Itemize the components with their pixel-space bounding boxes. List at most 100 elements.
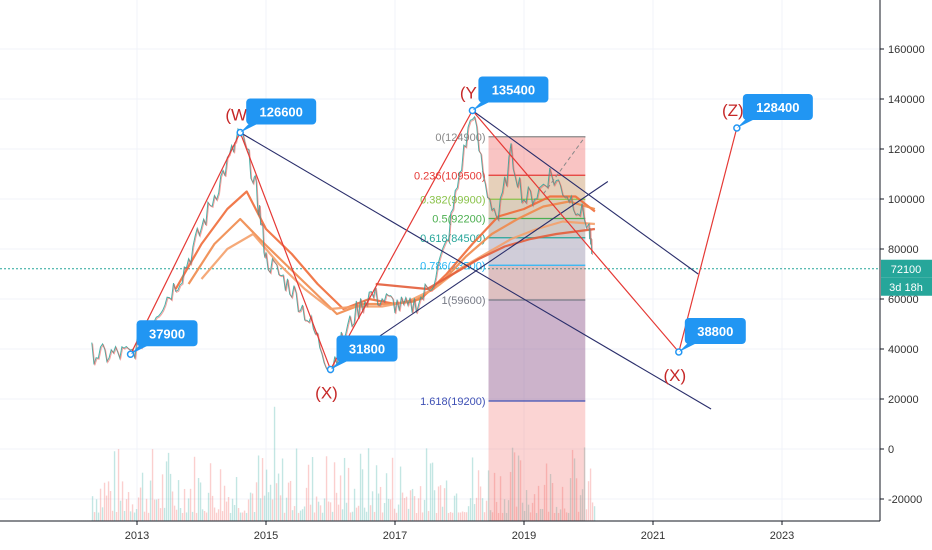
callout-box[interactable] (478, 76, 549, 103)
volume-bar (467, 506, 470, 521)
y-tick-label: 80000 (888, 244, 919, 256)
x-tick-label: 2023 (770, 530, 794, 542)
wave-label: (Z) (722, 101, 744, 120)
volume-bar (523, 510, 526, 521)
volume-bar (579, 495, 582, 521)
volume-bar (197, 478, 200, 521)
volume-bar (517, 455, 520, 521)
fib-level-label: 1(59600) (441, 295, 485, 307)
volume-bar (459, 512, 462, 521)
volume-bar (529, 512, 532, 521)
volume-bar (353, 488, 356, 521)
y-tick-label: -20000 (888, 494, 922, 506)
volume-bar (483, 512, 486, 521)
volume-bar (311, 457, 314, 521)
volume-bar (591, 502, 594, 521)
volume-bar (295, 448, 298, 521)
volume-bar (227, 497, 230, 521)
callout-box[interactable] (136, 320, 198, 347)
callout-box[interactable] (742, 94, 813, 120)
volume-bar (367, 448, 370, 521)
pivot-callouts[interactable]: 37900 (W 126600 (X) 31800 (Y 135400 (X) 38800 (Z)… (126, 76, 813, 403)
callout-box[interactable] (246, 98, 317, 125)
volume-bar (581, 489, 584, 521)
y-tick-label: 40000 (888, 344, 919, 356)
callout-label: 37900 (149, 326, 185, 341)
volume-bar (289, 480, 292, 521)
callout-pointer (240, 122, 261, 133)
volume-bar (317, 501, 320, 521)
volume-bar (455, 493, 458, 521)
volume-bar (141, 472, 144, 521)
y-tick-label: 20000 (888, 394, 919, 406)
volume-bar (229, 512, 232, 521)
volume-bar (551, 483, 554, 521)
callout-box[interactable] (336, 335, 398, 362)
volume-bar (309, 504, 312, 521)
volume-bar (511, 447, 514, 521)
volume-bar (391, 457, 394, 521)
volume-bar (443, 488, 446, 521)
volume-bar (557, 512, 560, 521)
x-tick-label: 2013 (125, 530, 149, 542)
volume-bar (209, 463, 212, 521)
volume-bar (463, 512, 466, 521)
volume-bar (277, 473, 280, 521)
callout-box[interactable] (684, 318, 746, 344)
volume-bar (199, 482, 202, 521)
volume-bar (127, 492, 130, 521)
volume-bar (107, 481, 110, 521)
volume-bar (305, 487, 308, 521)
volume-bar (585, 509, 588, 521)
volume-bar (193, 456, 196, 521)
volume-bar (333, 462, 336, 521)
volume-bar (201, 509, 204, 521)
wave-label: (W (225, 106, 247, 125)
volume-bar (543, 484, 546, 521)
volume-bar (287, 482, 290, 521)
volume-bar (135, 509, 138, 521)
volume-bar (95, 499, 98, 521)
volume-bar (491, 512, 494, 521)
volume-bar (175, 509, 178, 521)
volume-bar (243, 510, 246, 521)
volume-bar (265, 469, 268, 521)
volume-bar (323, 498, 326, 521)
volume-bar (441, 506, 444, 521)
volume-bar (123, 510, 126, 521)
volume-bar (339, 475, 342, 521)
volume-bar (451, 512, 454, 521)
volume-bar (541, 508, 544, 521)
volume-bar (357, 505, 360, 521)
volume-bar (469, 498, 472, 521)
volume-bar (555, 506, 558, 521)
fib-retracement[interactable]: 0(124900) 0.236(109500) 0.382(99900) 0.5(92… (414, 132, 586, 521)
fib-level-label: 0.618(84500) (420, 233, 485, 245)
volume-bar (155, 499, 158, 521)
callout-label: 128400 (756, 100, 799, 115)
volume-bar (413, 496, 416, 521)
y-tick-label: 160000 (888, 44, 925, 56)
volume-bar (559, 509, 562, 521)
volume-bar (117, 449, 120, 521)
fib-zone (488, 136, 586, 176)
volume-bar (549, 473, 552, 521)
y-tick-label: 140000 (888, 94, 925, 106)
volume-bar (179, 508, 182, 521)
trendline[interactable] (472, 110, 699, 275)
price-tag[interactable] (881, 259, 932, 278)
volume-bar (171, 491, 174, 521)
volume-bar (503, 499, 506, 521)
volume-bar (571, 449, 574, 521)
x-tick-label: 2021 (641, 530, 665, 542)
volume-bar (257, 455, 260, 521)
volume-bar (473, 504, 476, 521)
volume-bar (251, 493, 254, 521)
volume-bar (245, 512, 248, 521)
volume-bar (125, 499, 128, 521)
volume-bar (103, 482, 106, 521)
wave-line[interactable] (130, 110, 473, 371)
volume-bar (159, 508, 162, 521)
